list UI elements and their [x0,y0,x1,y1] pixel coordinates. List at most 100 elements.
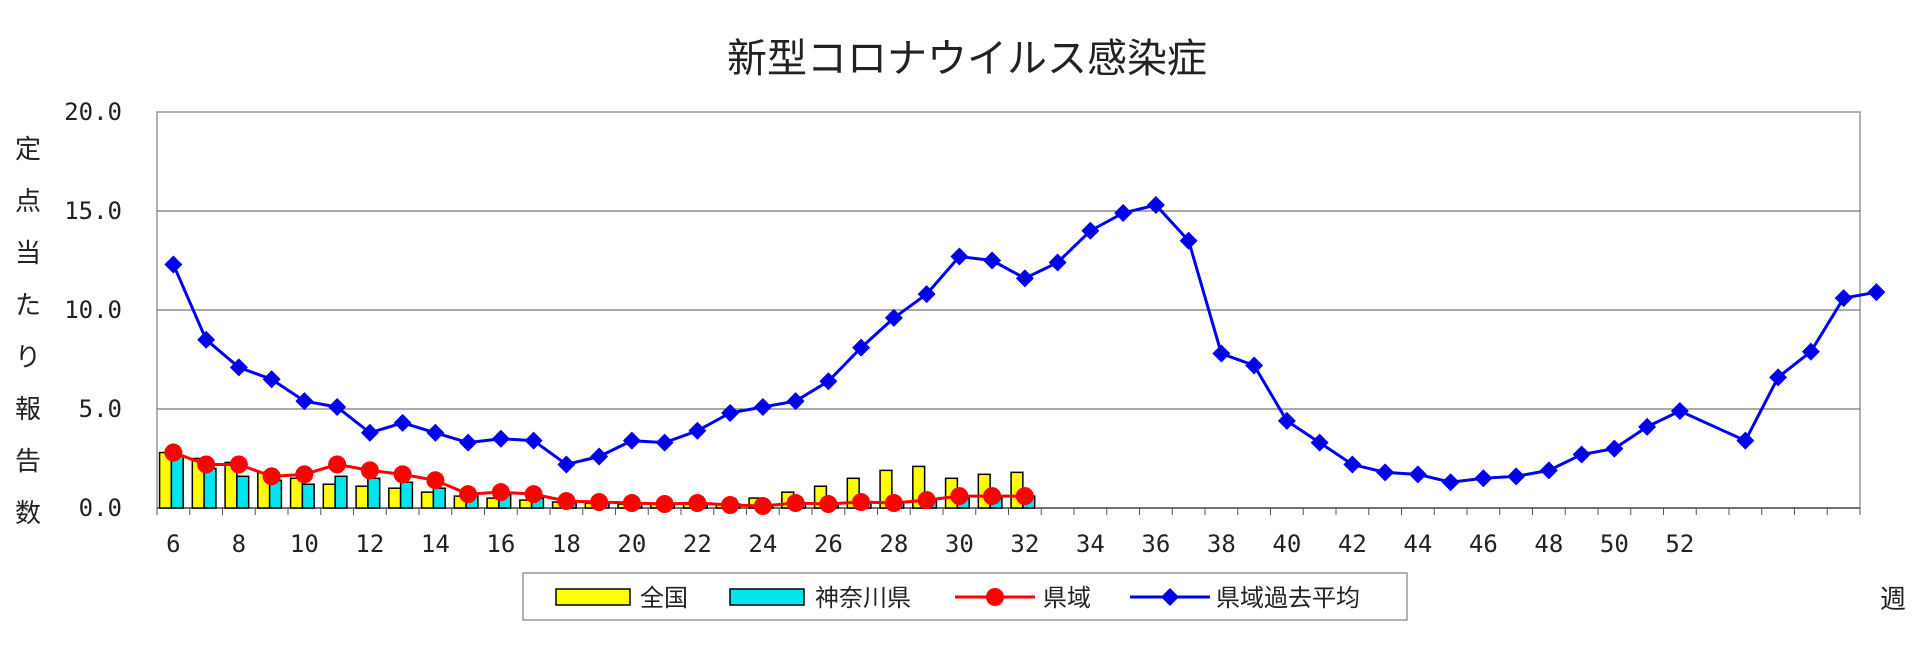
gridlines [156,210,1861,515]
data-point [1081,221,1100,240]
data-point [426,423,445,442]
y-tick-labels: 0.0 5.0 10.0 15.0 20.0 [64,98,122,522]
data-point [197,455,216,474]
x-tick-label: 6 [166,530,180,558]
data-point [426,471,445,490]
data-point [360,423,379,442]
data-point [688,494,707,513]
data-point [1376,463,1395,482]
legend-marker [1161,588,1179,606]
data-point [524,431,543,450]
data-point [590,493,609,512]
x-tick-label: 40 [1272,530,1301,558]
y-tick-label: 5.0 [79,395,122,423]
data-point [1146,196,1165,215]
bar [846,477,860,509]
y-axis-label-char: 当 [15,239,41,269]
data-point [557,455,576,474]
data-point [884,308,903,327]
data-point [1572,445,1591,464]
x-tick-label: 46 [1469,530,1498,558]
legend-swatch [729,588,805,606]
data-point [950,247,969,266]
data-point [1212,344,1231,363]
y-axis-label-char: 定 [15,135,41,165]
line-series [164,196,1886,516]
y-tick-label: 0.0 [79,494,122,522]
data-point [819,495,838,514]
data-point [1343,455,1362,474]
data-point [1114,203,1133,222]
bar [289,477,304,509]
data-point [1474,469,1493,488]
legend-label: 県域 [1043,584,1091,612]
data-point [229,358,248,377]
series-line [171,203,1877,484]
x-tick-label: 26 [814,530,843,558]
bar [912,465,926,509]
y-axis-label-char: 数 [15,499,41,529]
x-tick-label: 8 [232,530,246,558]
data-point [852,493,871,512]
y-axis-label-char: 告 [15,447,41,477]
data-point [1245,356,1264,375]
data-point [1834,289,1853,308]
data-point [557,492,576,511]
x-tick-label: 36 [1141,530,1170,558]
data-point [393,413,412,432]
legend-label: 全国 [640,584,688,612]
legend-swatch [555,588,631,606]
data-point [1408,465,1427,484]
data-point [491,483,510,502]
data-point [295,465,314,484]
x-tick-label: 42 [1338,530,1367,558]
bar [203,467,217,509]
bar [367,477,381,509]
data-point [197,330,216,349]
bar [432,487,446,509]
data-point [1736,431,1755,450]
data-point [1801,342,1820,361]
data-point [262,370,281,389]
bar [334,475,348,509]
x-tick-label: 28 [879,530,908,558]
data-point [459,433,478,452]
data-point [622,494,641,513]
x-tick-label: 20 [617,530,646,558]
data-point [1277,411,1296,430]
x-tick-label: 14 [421,530,450,558]
data-point [721,403,740,422]
x-axis-label: 週 [1880,585,1906,615]
x-tick-label: 32 [1010,530,1039,558]
x-tick-label: 12 [355,530,384,558]
legend-label: 神奈川県 [815,584,911,612]
data-point [1179,231,1198,250]
data-point [262,467,281,486]
data-point [786,494,805,513]
data-point [950,487,969,506]
legend: 全国 神奈川県 県域 県域過去平均 [522,572,1408,621]
data-point [393,465,412,484]
data-point [1638,417,1657,436]
x-tick-label: 34 [1076,530,1105,558]
y-axis-label-char: た [15,291,41,321]
x-tick-labels: 6 8 10 12 14 16 18 20 22 24 26 28 30 32 34 36 38 40 42 44 46… [166,530,1694,558]
data-point [655,433,674,452]
x-tick-label: 50 [1600,530,1629,558]
data-point [524,485,543,504]
y-tick-label: 20.0 [64,98,122,126]
data-point [655,495,674,514]
data-point [164,443,183,462]
data-point [459,485,478,504]
bar [236,475,250,509]
data-point [917,285,936,304]
data-point [1867,283,1886,302]
bar [388,487,402,509]
bar [170,455,184,509]
data-point [491,429,510,448]
data-point [360,461,379,480]
y-tick-label: 10.0 [64,296,122,324]
data-point [983,251,1002,270]
